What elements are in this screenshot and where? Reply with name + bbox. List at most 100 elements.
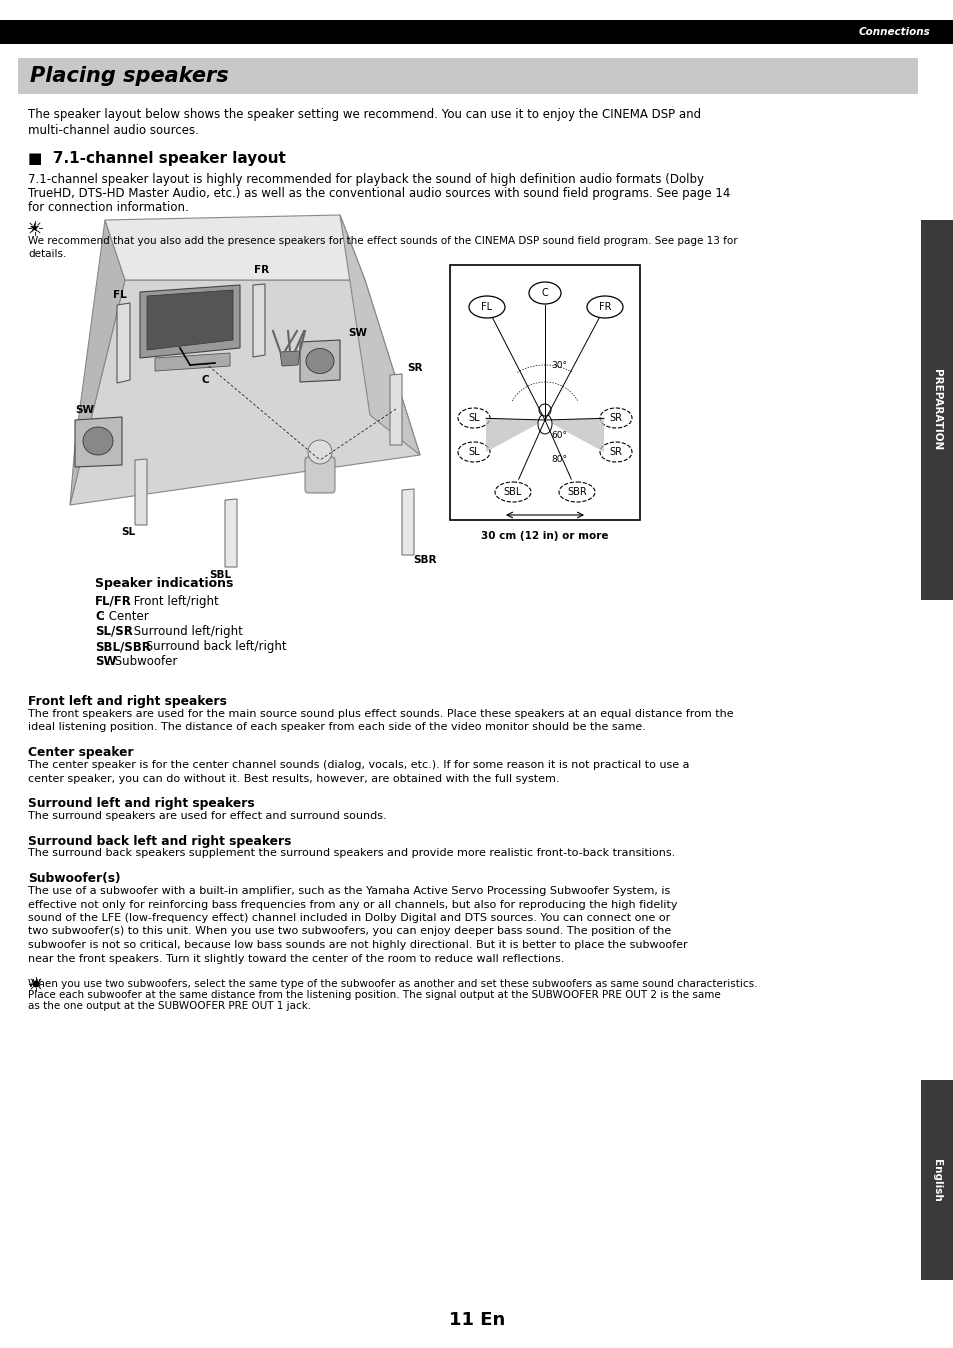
Polygon shape	[105, 214, 365, 280]
Text: C: C	[541, 288, 548, 298]
Text: 80°: 80°	[551, 456, 566, 465]
Text: PREPARATION: PREPARATION	[931, 369, 941, 450]
Text: SBR: SBR	[413, 555, 436, 565]
Polygon shape	[70, 220, 125, 506]
Bar	[920, 220, 953, 600]
Circle shape	[32, 980, 39, 988]
Ellipse shape	[599, 442, 631, 462]
Text: 60°: 60°	[551, 430, 566, 439]
Text: : Surround back left/right: : Surround back left/right	[138, 640, 287, 652]
Bar	[450, 266, 639, 520]
Text: FL/FR: FL/FR	[95, 594, 132, 608]
Text: details.: details.	[28, 249, 67, 259]
Text: SR: SR	[609, 412, 622, 423]
Ellipse shape	[495, 483, 531, 501]
Text: two subwoofer(s) to this unit. When you use two subwoofers, you can enjoy deeper: two subwoofer(s) to this unit. When you …	[28, 926, 671, 937]
Text: TrueHD, DTS-HD Master Audio, etc.) as well as the conventional audio sources wit: TrueHD, DTS-HD Master Audio, etc.) as we…	[28, 187, 730, 200]
Circle shape	[538, 404, 551, 417]
Text: SBL: SBL	[209, 570, 231, 580]
Text: SBL/SBR: SBL/SBR	[95, 640, 151, 652]
Text: center speaker, you can do without it. Best results, however, are obtained with : center speaker, you can do without it. B…	[28, 774, 558, 783]
Polygon shape	[135, 460, 147, 524]
Polygon shape	[280, 350, 299, 367]
Polygon shape	[401, 489, 414, 555]
Text: 30°: 30°	[551, 360, 566, 369]
Ellipse shape	[306, 349, 334, 373]
Text: FL: FL	[113, 290, 127, 301]
Text: 7.1-channel speaker layout is highly recommended for playback the sound of high : 7.1-channel speaker layout is highly rec…	[28, 173, 703, 186]
Text: subwoofer is not so critical, because low bass sounds are not highly directional: subwoofer is not so critical, because lo…	[28, 940, 687, 950]
Ellipse shape	[469, 297, 504, 318]
Text: SBL: SBL	[503, 487, 521, 497]
Text: ■  7.1-channel speaker layout: ■ 7.1-channel speaker layout	[28, 151, 286, 166]
Polygon shape	[225, 499, 236, 568]
Text: FR: FR	[254, 266, 270, 275]
Text: : Front left/right: : Front left/right	[126, 594, 218, 608]
Polygon shape	[147, 290, 233, 350]
Text: : Center: : Center	[101, 611, 149, 623]
Text: 30 cm (12 in) or more: 30 cm (12 in) or more	[480, 531, 608, 541]
Text: The surround back speakers supplement the surround speakers and provide more rea: The surround back speakers supplement th…	[28, 848, 675, 859]
Text: The surround speakers are used for effect and surround sounds.: The surround speakers are used for effec…	[28, 811, 386, 821]
Polygon shape	[70, 280, 419, 506]
Text: : Surround left/right: : Surround left/right	[126, 625, 243, 638]
Text: 11 En: 11 En	[449, 1312, 504, 1329]
Text: We recommend that you also add the presence speakers for the effect sounds of th: We recommend that you also add the prese…	[28, 236, 737, 245]
Ellipse shape	[457, 442, 490, 462]
Text: Surround back left and right speakers: Surround back left and right speakers	[28, 834, 291, 848]
Text: SR: SR	[609, 448, 622, 457]
Text: Placing speakers: Placing speakers	[30, 66, 229, 86]
Text: Connections: Connections	[858, 27, 929, 36]
Ellipse shape	[457, 408, 490, 429]
Ellipse shape	[599, 408, 631, 429]
Text: SR: SR	[407, 363, 422, 373]
Text: The speaker layout below shows the speaker setting we recommend. You can use it : The speaker layout below shows the speak…	[28, 108, 700, 121]
Text: Surround left and right speakers: Surround left and right speakers	[28, 797, 254, 810]
Text: near the front speakers. Turn it slightly toward the center of the room to reduc: near the front speakers. Turn it slightl…	[28, 953, 564, 964]
Ellipse shape	[529, 282, 560, 305]
Text: The front speakers are used for the main source sound plus effect sounds. Place : The front speakers are used for the main…	[28, 709, 733, 718]
Text: The center speaker is for the center channel sounds (dialog, vocals, etc.). If f: The center speaker is for the center cha…	[28, 760, 689, 770]
Text: SW: SW	[348, 328, 367, 338]
Polygon shape	[544, 418, 603, 452]
Text: SL: SL	[468, 448, 479, 457]
Text: English: English	[931, 1159, 941, 1201]
Text: FL: FL	[481, 302, 492, 311]
Text: Speaker indications: Speaker indications	[95, 577, 233, 590]
Text: SL: SL	[121, 527, 135, 537]
Text: sound of the LFE (low-frequency effect) channel included in Dolby Digital and DT: sound of the LFE (low-frequency effect) …	[28, 913, 670, 923]
Text: SBR: SBR	[566, 487, 586, 497]
Text: Subwoofer(s): Subwoofer(s)	[28, 872, 120, 886]
Text: as the one output at the SUBWOOFER PRE OUT 1 jack.: as the one output at the SUBWOOFER PRE O…	[28, 1002, 311, 1011]
Ellipse shape	[586, 297, 622, 318]
Text: for connection information.: for connection information.	[28, 201, 189, 214]
Circle shape	[308, 439, 332, 464]
Bar	[920, 1080, 953, 1281]
Text: FR: FR	[598, 302, 611, 311]
Text: C: C	[95, 611, 104, 623]
Ellipse shape	[537, 414, 552, 434]
Text: effective not only for reinforcing bass frequencies from any or all channels, bu: effective not only for reinforcing bass …	[28, 899, 677, 910]
Polygon shape	[140, 284, 240, 359]
Text: When you use two subwoofers, select the same type of the subwoofer as another an: When you use two subwoofers, select the …	[28, 979, 757, 989]
Polygon shape	[75, 417, 122, 466]
Bar	[18, 58, 917, 94]
Text: Center speaker: Center speaker	[28, 745, 133, 759]
Ellipse shape	[83, 427, 112, 456]
Text: Place each subwoofer at the same distance from the listening position. The signa: Place each subwoofer at the same distanc…	[28, 989, 720, 1000]
Polygon shape	[299, 340, 339, 381]
Text: ★: ★	[28, 222, 39, 235]
Polygon shape	[253, 284, 265, 357]
Polygon shape	[339, 214, 419, 456]
Text: C: C	[201, 375, 209, 386]
Polygon shape	[485, 418, 544, 452]
Polygon shape	[154, 353, 230, 371]
FancyBboxPatch shape	[305, 457, 335, 493]
Ellipse shape	[558, 483, 595, 501]
Text: SW: SW	[75, 404, 94, 415]
Text: SL/SR: SL/SR	[95, 625, 132, 638]
Text: multi-channel audio sources.: multi-channel audio sources.	[28, 124, 198, 137]
Polygon shape	[117, 303, 130, 383]
Text: SL: SL	[468, 412, 479, 423]
Text: ideal listening position. The distance of each speaker from each side of the vid: ideal listening position. The distance o…	[28, 723, 645, 732]
